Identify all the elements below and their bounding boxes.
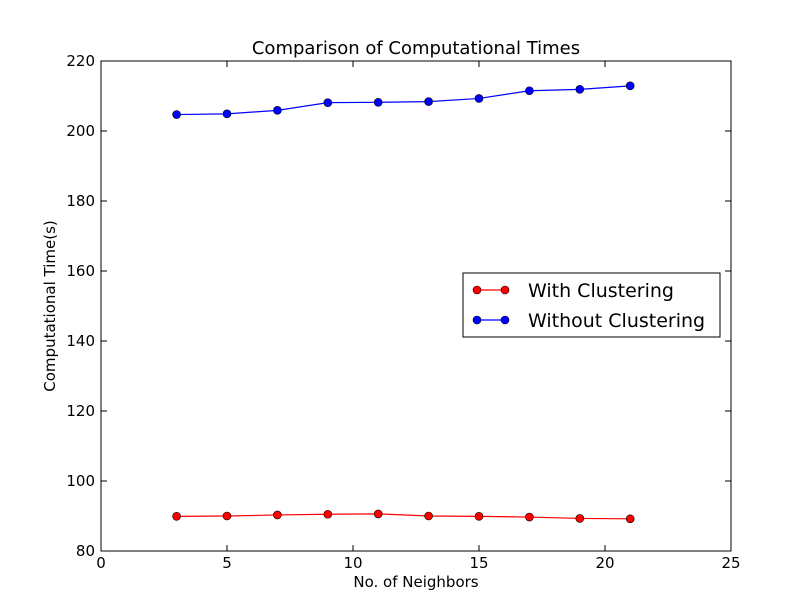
x-tick-label: 5 <box>222 554 232 572</box>
chart-title: Comparison of Computational Times <box>252 38 580 59</box>
series-line-with-clustering <box>176 513 631 520</box>
data-point-without-clustering <box>373 98 383 107</box>
legend-marker <box>500 315 510 325</box>
data-point-without-clustering <box>625 81 635 91</box>
data-point-without-clustering <box>424 97 433 106</box>
data-point-without-clustering <box>575 85 585 94</box>
series-without-clustering <box>172 81 635 119</box>
x-tick-label: 20 <box>595 554 614 572</box>
series-line-without-clustering <box>176 85 631 116</box>
legend: With Clustering Without Clustering <box>462 272 721 338</box>
data-point-with-clustering <box>222 511 232 521</box>
series-layer <box>172 81 635 524</box>
data-point-without-clustering <box>273 106 282 115</box>
data-point-with-clustering <box>172 512 181 521</box>
legend-marker <box>500 285 510 295</box>
data-point-with-clustering <box>625 514 635 524</box>
data-point-with-clustering <box>373 509 383 519</box>
data-point-without-clustering <box>525 86 534 96</box>
data-point-without-clustering <box>222 109 232 119</box>
legend-box <box>462 272 721 338</box>
y-tick-label: 220 <box>66 52 95 70</box>
data-point-without-clustering <box>172 110 181 119</box>
legend-label: With Clustering <box>528 280 674 302</box>
legend-label: Without Clustering <box>528 310 705 332</box>
x-tick-label: 25 <box>721 554 740 572</box>
y-tick-label: 80 <box>76 542 95 560</box>
y-tick-label: 180 <box>66 192 95 210</box>
x-tick-label: 15 <box>469 554 488 572</box>
data-point-with-clustering <box>424 511 433 521</box>
data-point-with-clustering <box>323 509 333 519</box>
data-point-without-clustering <box>474 94 484 103</box>
plot-frame <box>100 60 732 552</box>
y-tick-label: 120 <box>66 402 95 420</box>
series-with-clustering <box>172 509 635 524</box>
data-point-with-clustering <box>525 512 534 522</box>
legend-item-with-clustering: With Clustering <box>472 280 674 302</box>
y-tick-label: 200 <box>66 122 95 140</box>
y-tick-label: 140 <box>66 332 95 350</box>
data-point-with-clustering <box>575 514 585 523</box>
legend-marker <box>472 285 482 295</box>
y-axis-label: Computational Time(s) <box>41 220 59 391</box>
legend-marker <box>472 315 482 325</box>
data-point-with-clustering <box>474 512 484 521</box>
x-tick-label: 0 <box>96 554 106 572</box>
y-tick-label: 160 <box>66 262 95 280</box>
ticks-layer: 0 5 10 15 20 25 80 100 120 140 160 180 200 220 <box>66 52 740 572</box>
x-tick-label: 10 <box>343 554 362 572</box>
data-point-with-clustering <box>273 510 282 520</box>
data-point-without-clustering <box>323 98 333 107</box>
x-axis-label: No. of Neighbors <box>353 573 478 591</box>
legend-item-without-clustering: Without Clustering <box>472 310 705 332</box>
y-tick-label: 100 <box>66 472 95 490</box>
